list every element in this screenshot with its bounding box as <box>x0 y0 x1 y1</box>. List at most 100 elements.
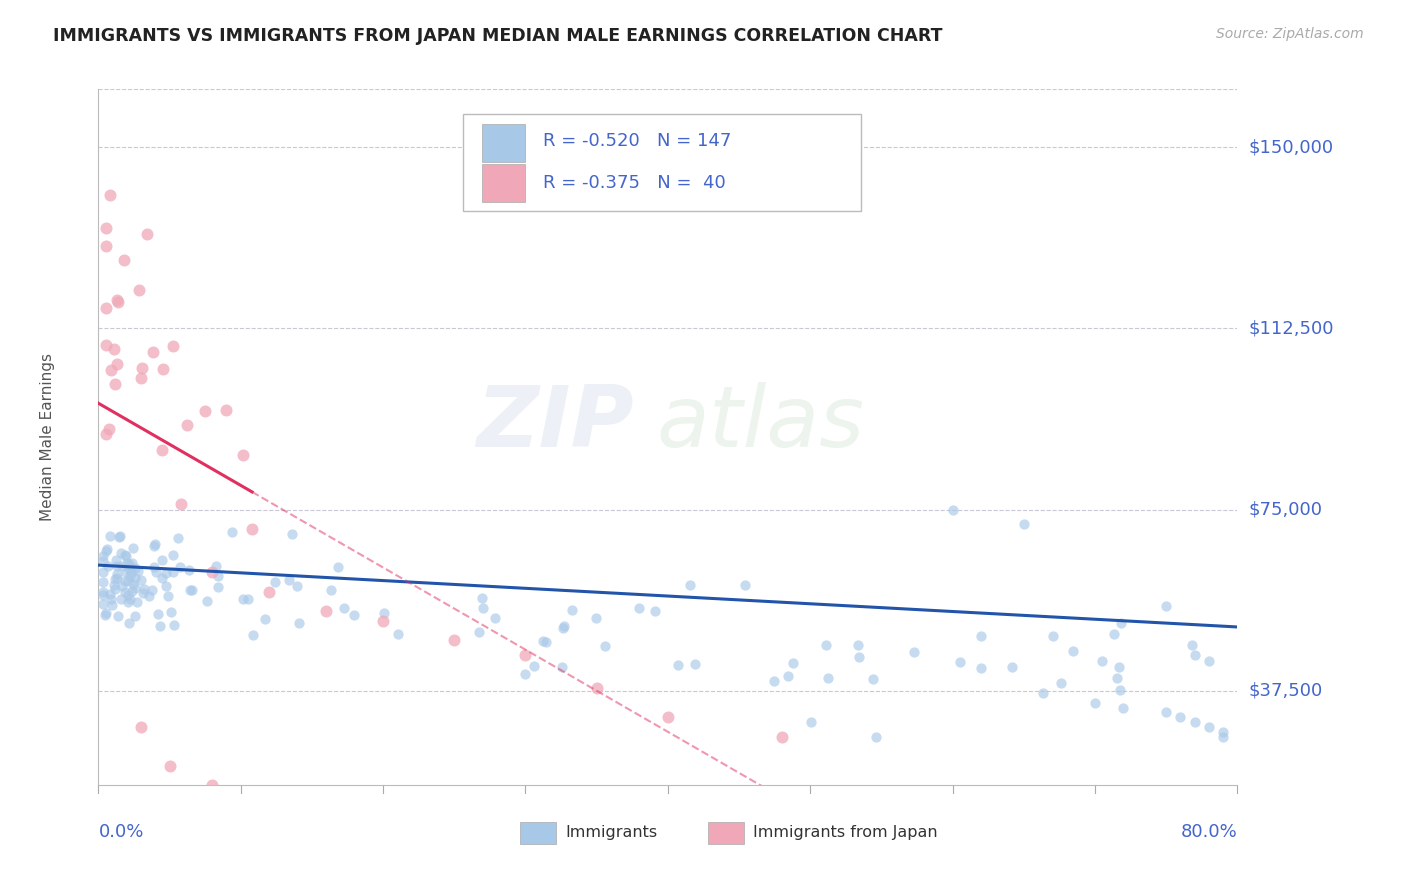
Point <box>121 583 143 598</box>
Point <box>181 583 204 598</box>
Point <box>970 629 993 643</box>
Bar <box>707 822 744 844</box>
Point <box>221 524 243 539</box>
Point <box>152 553 174 567</box>
Point <box>205 559 228 574</box>
Point <box>242 628 264 642</box>
Point <box>114 549 136 563</box>
Text: Source: ZipAtlas.com: Source: ZipAtlas.com <box>1216 27 1364 41</box>
Point <box>120 565 142 579</box>
Point <box>132 586 155 600</box>
Point <box>94 337 117 351</box>
Point <box>105 567 128 582</box>
Point <box>1050 676 1073 690</box>
Point <box>231 448 253 462</box>
Point <box>128 283 150 297</box>
Point <box>91 584 114 599</box>
Point <box>970 661 993 675</box>
Point <box>160 605 183 619</box>
Point <box>162 339 184 353</box>
Point <box>515 648 537 662</box>
Point <box>770 730 793 744</box>
Point <box>1109 683 1132 698</box>
Point <box>531 633 554 648</box>
Point <box>471 601 494 615</box>
Point <box>201 566 224 580</box>
Point <box>903 645 925 659</box>
Point <box>865 730 887 744</box>
Point <box>143 560 166 574</box>
Point <box>111 579 134 593</box>
Point <box>100 363 122 377</box>
Text: $75,000: $75,000 <box>1249 500 1323 518</box>
Point <box>522 659 544 673</box>
Point <box>551 659 574 673</box>
Point <box>100 587 122 601</box>
Point <box>115 557 138 571</box>
Point <box>117 574 139 588</box>
Point <box>94 607 117 622</box>
Point <box>114 584 136 599</box>
Point <box>593 640 616 654</box>
Point <box>103 578 125 592</box>
Point <box>107 295 129 310</box>
Point <box>120 592 142 607</box>
Point <box>96 541 118 556</box>
Text: Immigrants from Japan: Immigrants from Japan <box>754 825 938 840</box>
Point <box>150 571 173 585</box>
Point <box>138 589 160 603</box>
Point <box>484 611 506 625</box>
Point <box>91 597 114 611</box>
Point <box>105 357 128 371</box>
Point <box>134 582 156 596</box>
Point <box>94 426 117 441</box>
Point <box>179 583 201 598</box>
Point <box>143 537 166 551</box>
Text: $150,000: $150,000 <box>1249 138 1333 156</box>
Point <box>125 595 148 609</box>
Point <box>207 569 229 583</box>
Point <box>1032 685 1054 699</box>
Point <box>170 498 193 512</box>
Point <box>1084 696 1107 710</box>
Point <box>142 540 165 554</box>
Point <box>815 638 838 652</box>
Point <box>124 582 146 596</box>
Point <box>105 571 128 585</box>
Point <box>129 371 152 385</box>
Point <box>131 360 153 375</box>
Point <box>114 574 136 588</box>
Point <box>115 566 138 580</box>
Point <box>201 778 224 792</box>
Point <box>551 621 574 635</box>
Point <box>195 594 218 608</box>
Point <box>1154 706 1177 720</box>
Point <box>118 615 141 630</box>
FancyBboxPatch shape <box>463 113 862 211</box>
Point <box>371 614 394 628</box>
Point <box>117 595 139 609</box>
Point <box>259 584 281 599</box>
Point <box>169 559 191 574</box>
Point <box>1212 724 1234 739</box>
Point <box>1012 516 1035 531</box>
Point <box>91 566 114 580</box>
Point <box>166 531 188 545</box>
Point <box>117 588 139 602</box>
Point <box>103 582 125 596</box>
Point <box>800 714 823 729</box>
Point <box>1184 715 1206 730</box>
Point <box>145 565 167 579</box>
Bar <box>482 163 526 202</box>
Point <box>124 561 146 575</box>
Point <box>110 592 132 607</box>
Text: ZIP: ZIP <box>477 382 634 465</box>
Point <box>94 606 117 620</box>
Point <box>142 345 165 359</box>
Point <box>285 579 308 593</box>
Point <box>232 592 254 607</box>
Point <box>683 657 706 671</box>
Point <box>1108 660 1130 674</box>
Point <box>942 502 965 516</box>
Point <box>1154 599 1177 614</box>
